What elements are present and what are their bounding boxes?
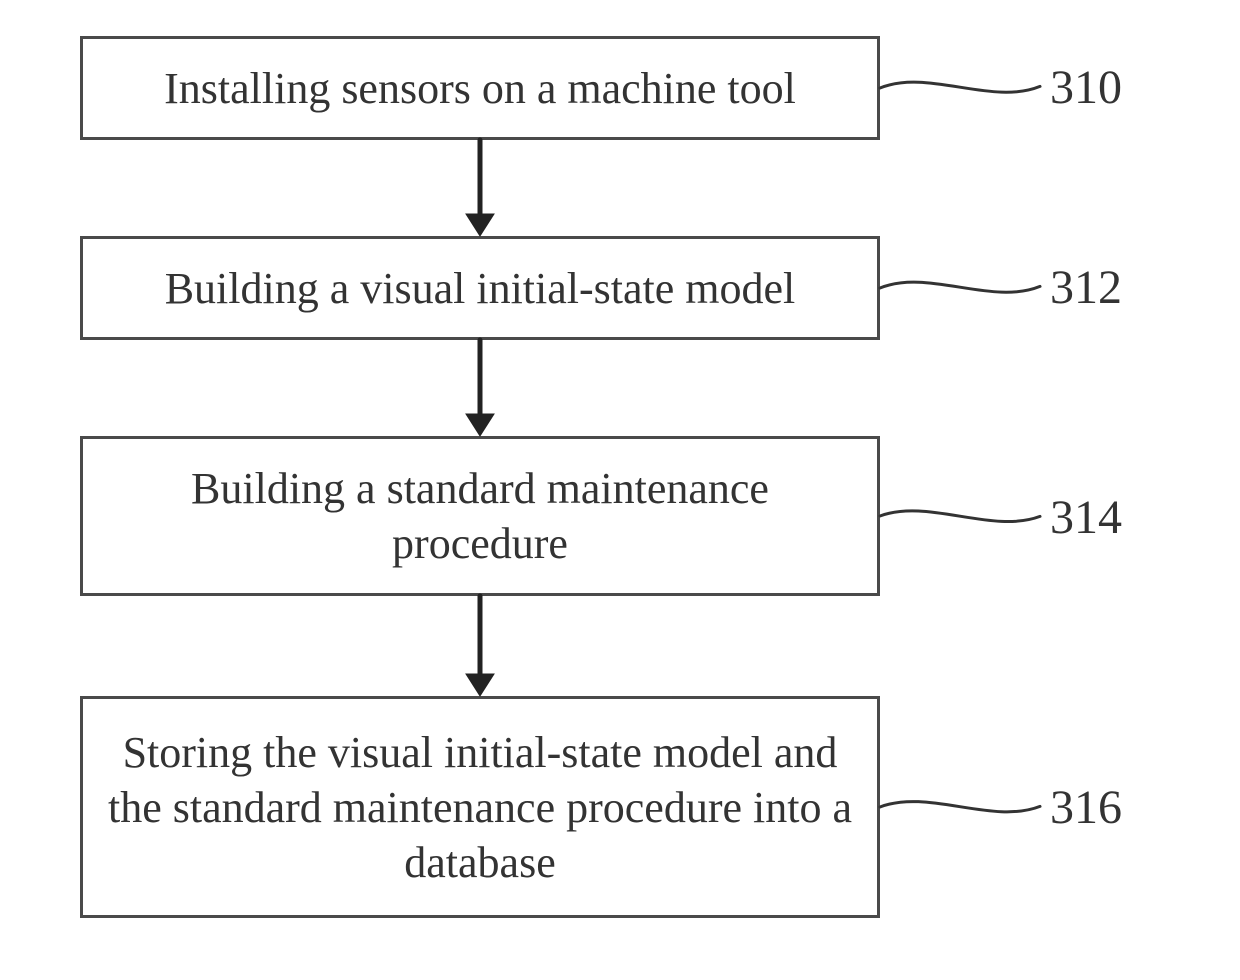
ref-label-314: 314 xyxy=(1050,490,1122,545)
flow-node-316: Storing the visual initial-state model a… xyxy=(80,696,880,918)
flow-node-310-text: Installing sensors on a machine tool xyxy=(164,61,796,116)
ref-label-316: 316 xyxy=(1050,780,1122,835)
ref-label-312-text: 312 xyxy=(1050,261,1122,314)
ref-label-314-text: 314 xyxy=(1050,491,1122,544)
flowchart-canvas: Installing sensors on a machine tool Bui… xyxy=(0,0,1240,980)
ref-label-310: 310 xyxy=(1050,60,1122,115)
flow-node-310: Installing sensors on a machine tool xyxy=(80,36,880,140)
flow-node-316-text: Storing the visual initial-state model a… xyxy=(103,725,857,890)
ref-label-310-text: 310 xyxy=(1050,61,1122,114)
ref-label-316-text: 316 xyxy=(1050,781,1122,834)
flow-node-312: Building a visual initial-state model xyxy=(80,236,880,340)
flow-node-314: Building a standard maintenance procedur… xyxy=(80,436,880,596)
ref-label-312: 312 xyxy=(1050,260,1122,315)
flow-node-314-text: Building a standard maintenance procedur… xyxy=(103,461,857,571)
flow-node-312-text: Building a visual initial-state model xyxy=(165,261,796,316)
